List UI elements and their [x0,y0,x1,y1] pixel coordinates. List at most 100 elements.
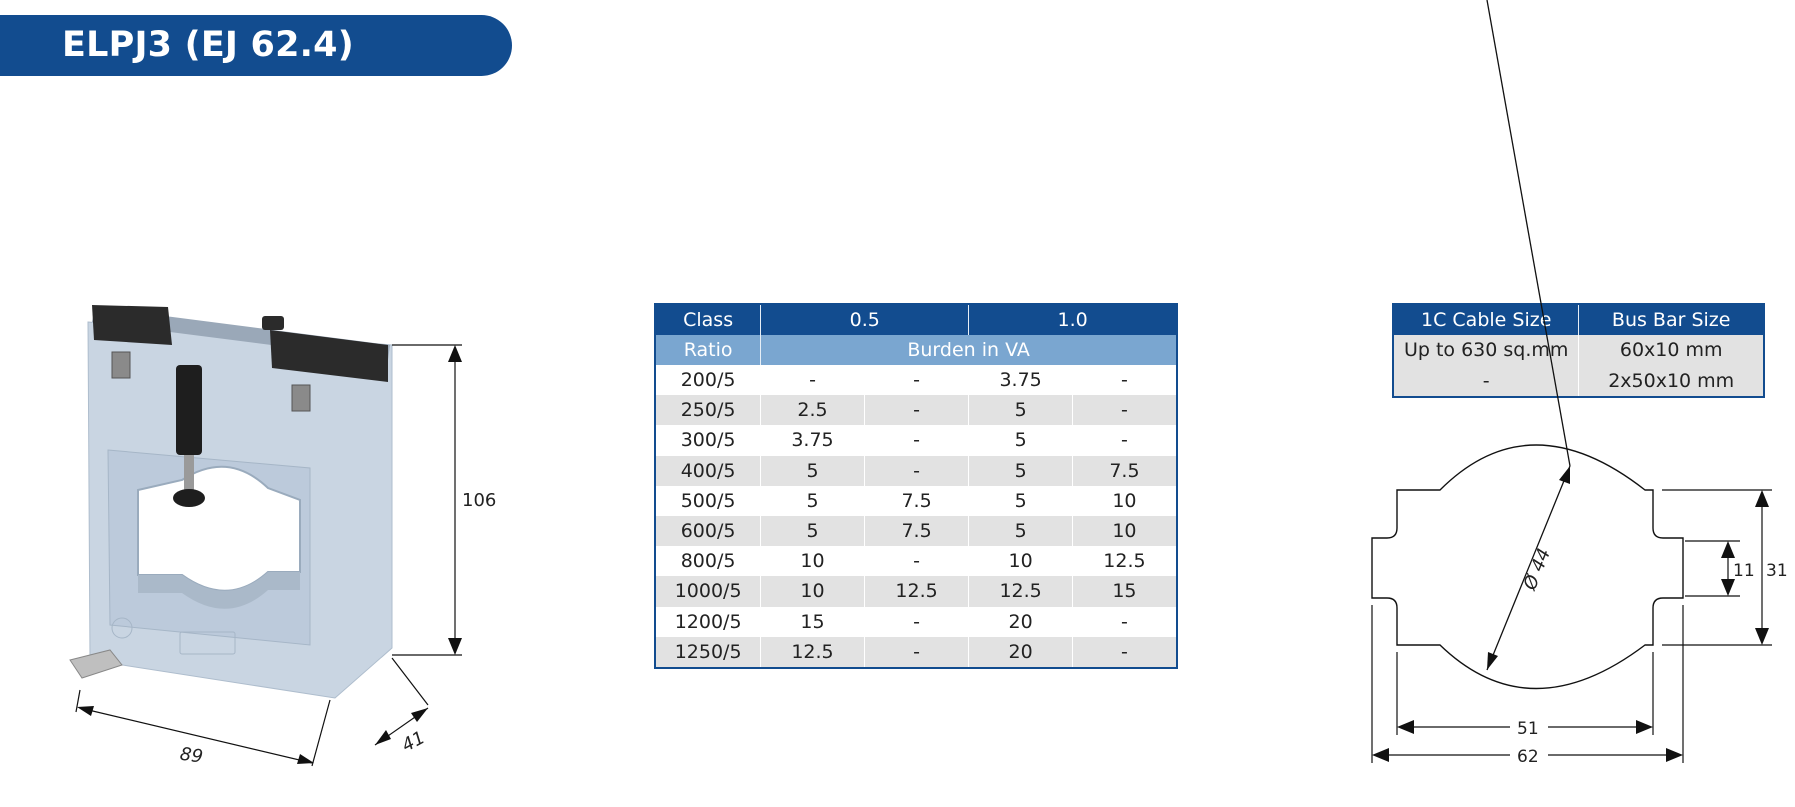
burden-cell: 12.5 [863,576,970,607]
product-drawing: 106 89 41 [69,305,496,768]
dim-width-ext-right [311,699,331,767]
table-row: 200/5 - - 3.75 - [654,365,1178,396]
table-row: 800/5 10 - 10 12.5 [654,546,1178,577]
burden-cell: 10 [1071,515,1178,547]
dim-diameter-arrow-top [1559,466,1570,484]
ratio-cell: 800/5 [654,546,762,577]
clamp-thread [184,455,194,490]
ce-mark-outline [111,617,133,639]
dim-inner-width-arrow-left [1397,720,1414,734]
table-row: 1000/5 10 12.5 12.5 15 [654,576,1178,607]
dim-depth-arrow-left [375,730,391,745]
burden-cell: - [760,365,865,396]
burden-cell: - [863,606,970,637]
burden-cell: 12.5 [760,636,865,668]
table-row: 250/5 2.5 - 5 - [654,395,1178,426]
ratio-cell: 250/5 [654,395,762,426]
burden-cell: - [1071,636,1178,668]
burden-cell: - [1071,365,1178,396]
burden-cell: 5 [760,455,865,486]
header-busbar-size: Bus Bar Size [1578,304,1764,335]
burden-cell: 15 [760,606,865,637]
dim-diameter-arrow-bottom [1487,652,1498,670]
burden-cell: - [863,365,970,396]
ratio-cell: 1200/5 [654,606,762,637]
screw-left [111,351,131,379]
dim-outer-width-arrow-right [1666,748,1683,762]
burden-cell: 12.5 [1071,546,1178,577]
burden-cell: - [1071,395,1178,426]
dim-depth-ext [391,657,429,706]
table-row: 1200/5 15 - 20 - [654,606,1178,637]
table-row: 300/5 3.75 - 5 - [654,425,1178,456]
header-ratio: Ratio [655,335,761,365]
burden-cell: 5 [760,515,865,547]
dim-width-line [79,707,313,764]
burden-cell: - [863,455,970,486]
burden-cell: - [1071,606,1178,637]
burden-cell: 10 [968,546,1073,577]
table-row: - 2x50x10 mm [1393,365,1764,397]
brand-badge-outline [179,631,236,655]
ratio-cell: 300/5 [654,425,762,456]
ratio-cell: 1000/5 [654,576,762,607]
burden-cell: 7.5 [1071,455,1178,486]
clamp-nut [173,489,205,507]
aperture-depth [138,572,300,609]
burden-cell: 15 [1071,576,1178,607]
dim-width-label: 89 [179,744,205,768]
header-class-0-5: 0.5 [760,304,969,335]
dim-inner-height-label: 11 [1733,561,1755,581]
dim-inner-width-label: 51 [1517,719,1539,739]
dim-outer-height-label: 31 [1766,561,1788,581]
header-class: Class [655,304,761,335]
burden-cell: 20 [968,636,1073,668]
table-row: 1250/5 12.5 - 20 - [654,636,1178,668]
dim-width-ext-left [75,689,81,713]
dim-depth-arrow-right [411,708,428,722]
burden-cell: 10 [1071,485,1178,516]
dim-outer-height-arrow-bottom [1755,628,1769,645]
screw-right [291,384,311,412]
dim-inner-height-arrow-bottom [1721,579,1735,596]
busbar-size-cell: 2x50x10 mm [1578,365,1764,397]
title-bar: ELPJ3 (EJ 62.4) [0,15,512,76]
header-cable-size: 1C Cable Size [1393,304,1579,335]
burden-cell: 5 [968,455,1073,486]
burden-cell: 5 [968,425,1073,456]
burden-cell: 12.5 [968,576,1073,607]
table-row: 600/5 5 7.5 5 10 [654,515,1178,547]
dim-height-label: 106 [462,490,496,511]
burden-cell: 3.75 [760,425,865,456]
header-class-1-0: 1.0 [968,304,1177,335]
burden-cell: - [1071,425,1178,456]
busbar-size-cell: 60x10 mm [1578,335,1764,366]
ratio-cell: 600/5 [654,515,762,547]
dim-width-arrow-left [77,706,94,716]
aperture-outline [1371,444,1684,690]
dim-outer-width-label: 62 [1517,747,1539,767]
dim-inner-height-arrow-top [1721,541,1735,558]
burden-cell: 7.5 [863,515,970,547]
dim-width-arrow-right [297,754,314,764]
ratio-burden-table: Class 0.5 1.0 Ratio Burden in VA 200/5 -… [654,303,1178,669]
burden-cell: - [863,425,970,456]
dim-depth-label: 41 [398,727,428,756]
dim-height-arrow-bottom [448,638,462,655]
burden-cell: 7.5 [863,485,970,516]
terminal-right [270,330,388,382]
burden-cell: 20 [968,606,1073,637]
table-row: Up to 630 sq.mm 60x10 mm [1393,335,1764,366]
ratio-cell: 1250/5 [654,636,762,668]
ratio-cell: 200/5 [654,365,762,396]
burden-cell: 5 [968,515,1073,547]
burden-cell: 10 [760,546,865,577]
terminal-knob [262,316,284,330]
burden-cell: - [863,546,970,577]
dim-diameter-line-main [1486,465,1571,671]
ratio-cell: 500/5 [654,485,762,516]
dim-inner-width-arrow-right [1636,720,1653,734]
ratio-cell: 400/5 [654,455,762,486]
dim-outer-height-arrow-top [1755,490,1769,507]
cable-size-cell: Up to 630 sq.mm [1393,335,1579,366]
